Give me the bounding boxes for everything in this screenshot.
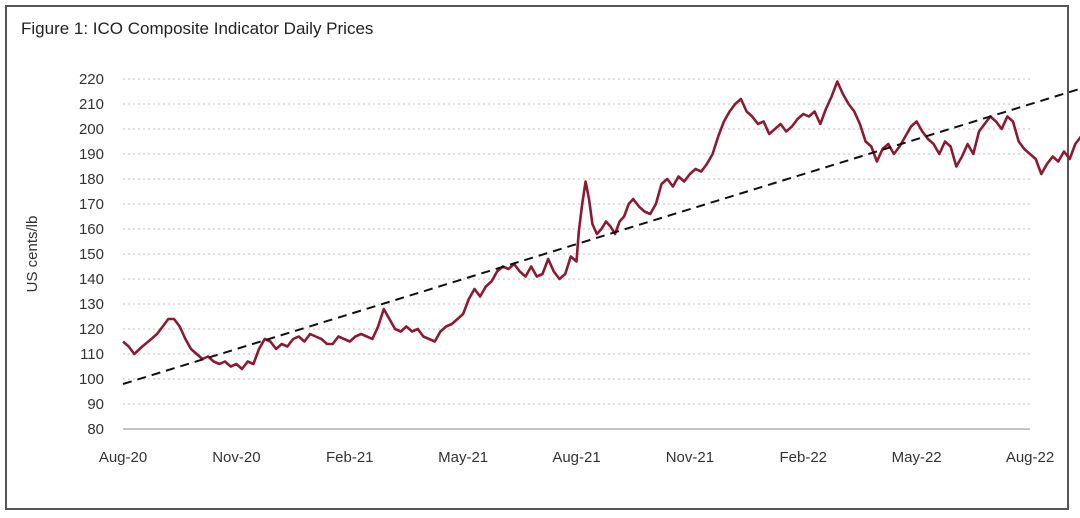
y-tick-label: 180 <box>79 171 104 188</box>
price-series-line <box>122 80 1080 371</box>
y-tick-label: 190 <box>79 146 104 163</box>
gridlines <box>123 78 1030 405</box>
y-tick-label: 100 <box>79 371 104 388</box>
x-tick-label: Feb-21 <box>326 449 374 466</box>
x-tick-label: Feb-22 <box>779 449 827 466</box>
x-tick-label: May-21 <box>438 449 488 466</box>
x-axis-ticks: Aug-20 Nov-20 Feb-21 May-21 Aug-21 Nov-21 Feb-… <box>99 449 1054 466</box>
y-tick-label: 90 <box>87 396 104 413</box>
y-tick-label: 120 <box>79 321 104 338</box>
trend-line <box>122 87 1080 385</box>
y-tick-label: 110 <box>80 346 104 363</box>
x-tick-label: Aug-20 <box>99 449 147 466</box>
figure-title: Figure 1: ICO Composite Indicator Daily … <box>21 19 374 38</box>
y-tick-label: 170 <box>79 196 104 213</box>
y-tick-label: 150 <box>79 246 104 263</box>
x-tick-label: Aug-22 <box>1006 449 1054 466</box>
y-tick-label: 130 <box>79 296 104 313</box>
y-tick-label: 200 <box>79 121 104 138</box>
y-tick-label: 220 <box>79 71 104 88</box>
y-tick-label: 210 <box>79 96 104 113</box>
y-axis-ticks: 80 90 100 110 120 130 140 150 160 170 180 190 200 210… <box>79 71 104 438</box>
y-tick-label: 80 <box>87 421 104 438</box>
figure-frame: Figure 1: ICO Composite Indicator Daily … <box>5 5 1069 510</box>
y-tick-label: 140 <box>79 271 104 288</box>
x-tick-label: Nov-21 <box>666 449 714 466</box>
x-tick-label: Nov-20 <box>212 449 260 466</box>
x-tick-label: Aug-21 <box>552 449 600 466</box>
series-group <box>122 80 1080 385</box>
y-tick-label: 160 <box>79 221 104 238</box>
y-axis-label: US cents/lb <box>24 216 41 293</box>
x-tick-label: May-22 <box>892 449 942 466</box>
